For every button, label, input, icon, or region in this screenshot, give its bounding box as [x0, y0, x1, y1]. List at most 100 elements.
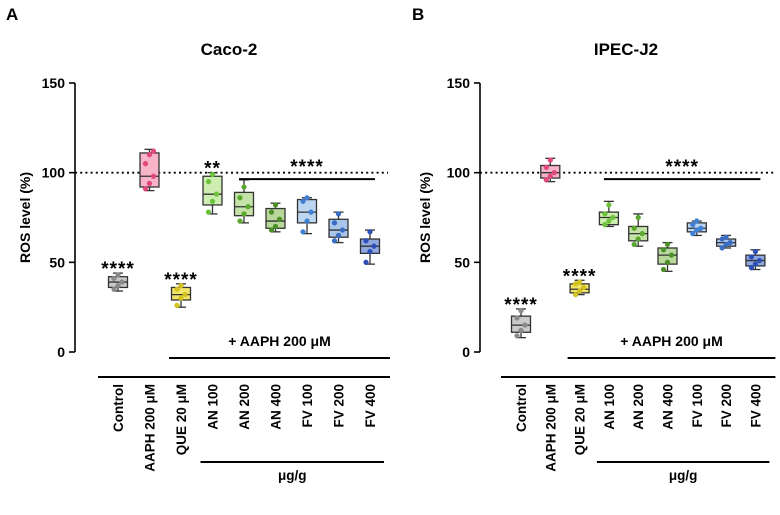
- data-point: [543, 164, 549, 170]
- data-point: [547, 157, 553, 163]
- treatment-label: + AAPH 200 μM: [228, 333, 331, 349]
- data-point: [150, 173, 157, 179]
- data-point: [514, 315, 520, 321]
- y-tick-label: 150: [447, 75, 471, 91]
- data-point: [268, 227, 275, 233]
- category-label: FV 400: [748, 384, 763, 428]
- box-6: [296, 195, 318, 235]
- box-4: [233, 179, 255, 224]
- data-point: [752, 261, 759, 267]
- data-point: [606, 218, 612, 224]
- category-label: FV 200: [719, 384, 734, 428]
- data-point: [371, 243, 377, 249]
- box-3: [598, 200, 620, 228]
- significance-label: ****: [563, 266, 597, 287]
- data-point: [694, 218, 700, 224]
- data-point: [543, 177, 549, 183]
- box-3: [202, 171, 223, 215]
- data-point: [367, 248, 373, 255]
- data-point: [602, 211, 608, 217]
- y-tick-label: 50: [49, 254, 65, 270]
- data-point: [182, 291, 188, 298]
- data-point: [237, 195, 243, 201]
- data-point: [631, 225, 637, 231]
- category-label: AN 400: [269, 384, 284, 430]
- data-point: [304, 195, 310, 201]
- bracket-label: ****: [665, 157, 699, 178]
- data-point: [635, 236, 641, 242]
- data-point: [209, 198, 216, 205]
- data-point: [719, 245, 725, 251]
- category-label: AN 100: [206, 384, 221, 430]
- panel-b: B IPEC-J2 ROS level (%) 0 50 100 150 **** **** **…: [412, 5, 776, 483]
- data-point: [606, 202, 612, 208]
- data-point: [237, 218, 243, 224]
- data-point: [580, 284, 587, 291]
- data-point: [205, 178, 212, 185]
- category-label: AN 200: [237, 384, 252, 430]
- data-point: [363, 238, 369, 244]
- box-0: [107, 272, 129, 292]
- treatment-label: + AAPH 200 μM: [620, 333, 723, 349]
- category-label: Control: [111, 384, 126, 432]
- category-label: FV 400: [363, 384, 378, 428]
- data-point: [610, 214, 616, 221]
- category-label: QUE 20 μM: [573, 384, 588, 455]
- data-point: [150, 148, 157, 154]
- data-point: [756, 257, 763, 264]
- significance-label: **: [204, 159, 221, 180]
- y-tick-label: 0: [57, 344, 65, 360]
- category-label: AN 100: [602, 384, 617, 430]
- data-point: [111, 286, 117, 292]
- data-point: [335, 211, 342, 217]
- box-5: [657, 241, 678, 273]
- category-label: FV 100: [690, 384, 705, 428]
- category-label: QUE 20 μM: [174, 384, 189, 455]
- data-point: [551, 170, 557, 176]
- panel-letter: A: [6, 5, 18, 24]
- category-label: AN 400: [661, 384, 676, 430]
- unit-label: μg/g: [278, 468, 307, 483]
- y-axis-title: ROS level (%): [417, 172, 433, 263]
- box-6: [686, 218, 707, 237]
- data-point: [572, 291, 579, 298]
- data-point: [635, 214, 641, 221]
- data-point: [142, 161, 149, 167]
- data-point: [660, 247, 667, 253]
- data-point: [241, 184, 247, 190]
- data-point: [367, 229, 373, 235]
- chart-title: IPEC-J2: [594, 40, 658, 59]
- data-point: [300, 229, 306, 235]
- data-point: [631, 241, 637, 248]
- data-point: [304, 218, 310, 224]
- data-point: [142, 186, 149, 192]
- data-point: [300, 198, 306, 205]
- category-label: Control: [514, 384, 529, 432]
- data-point: [339, 227, 346, 233]
- data-point: [576, 288, 583, 294]
- box-7: [715, 234, 737, 251]
- panel-letter: B: [412, 5, 424, 24]
- data-point: [272, 202, 279, 208]
- box-1: [540, 157, 561, 183]
- data-point: [748, 265, 755, 271]
- category-label: FV 100: [300, 384, 315, 428]
- data-point: [174, 286, 180, 292]
- box-4: [628, 213, 649, 248]
- box-2: [170, 282, 192, 309]
- data-point: [752, 248, 759, 255]
- data-point: [245, 204, 251, 210]
- data-point: [602, 222, 608, 228]
- data-point: [178, 295, 184, 301]
- data-point: [335, 232, 342, 239]
- data-point: [668, 252, 675, 258]
- significance-label: ****: [101, 259, 135, 280]
- data-point: [639, 230, 645, 237]
- data-point: [522, 322, 528, 328]
- data-point: [146, 152, 153, 158]
- data-point: [115, 272, 121, 278]
- data-point: [690, 222, 696, 228]
- box-5: [265, 202, 286, 233]
